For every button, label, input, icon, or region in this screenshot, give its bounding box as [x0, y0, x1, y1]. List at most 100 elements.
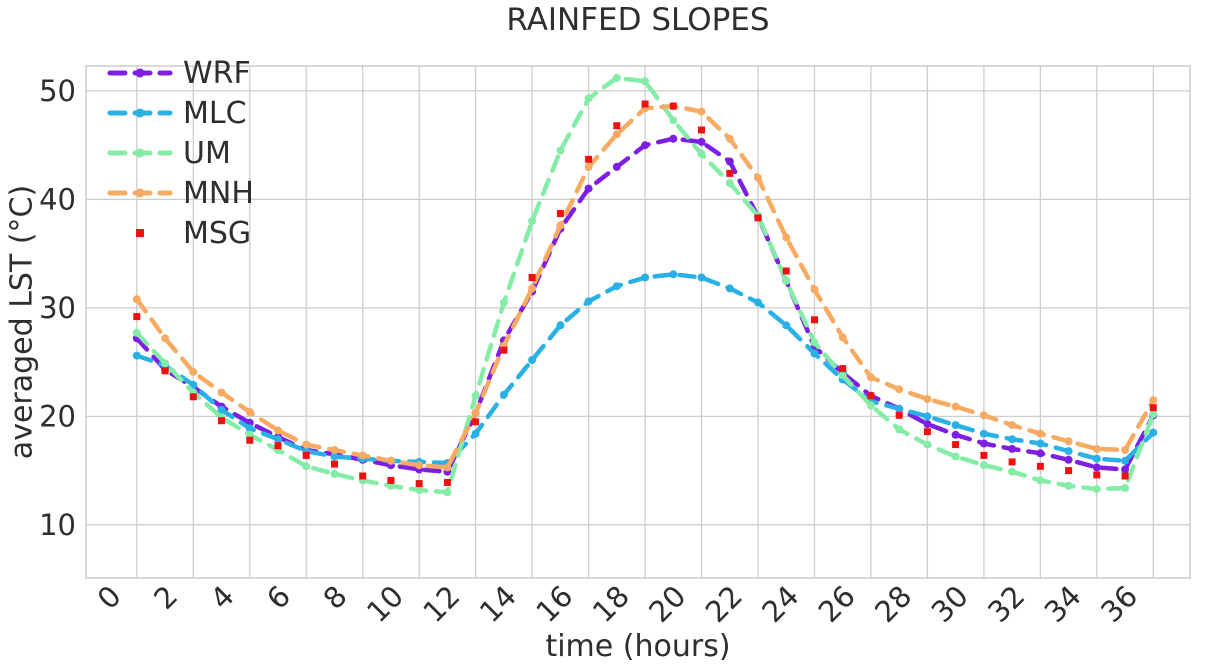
series-marker-MNH — [189, 367, 198, 376]
series-marker-UM — [725, 179, 734, 188]
series-marker-MSG — [331, 460, 338, 468]
series-marker-MNH — [443, 463, 452, 472]
series-marker-MNH — [386, 456, 395, 465]
series-marker-MNH — [1008, 421, 1017, 430]
series-marker-WRF — [641, 141, 650, 150]
y-tick-label-40: 40 — [39, 182, 76, 216]
x-tick-label-10: 10 — [360, 579, 410, 629]
series-marker-MSG — [246, 436, 254, 444]
series-marker-MNH — [697, 107, 706, 116]
series-marker-MLC — [979, 429, 988, 438]
series-marker-UM — [669, 116, 678, 125]
series-marker-UM — [443, 488, 452, 497]
series-marker-UM — [330, 469, 339, 478]
series-marker-MLC — [556, 321, 565, 330]
series-marker-MNH — [951, 402, 960, 411]
series-marker-MSG — [923, 428, 931, 436]
series-marker-MSG — [1008, 458, 1016, 466]
legend-item-MNH: MNH — [107, 176, 254, 211]
x-tick-label-14: 14 — [473, 579, 523, 629]
series-marker-UM — [810, 338, 819, 347]
series-marker-UM — [1092, 485, 1101, 494]
series-marker-MLC — [669, 270, 678, 279]
series-marker-UM — [782, 276, 791, 285]
x-tick-label-8: 8 — [317, 579, 354, 616]
series-marker-MSG — [867, 392, 875, 400]
series-marker-WRF — [612, 162, 621, 171]
series-marker-WRF — [725, 157, 734, 166]
x-tick-label-20: 20 — [642, 579, 692, 629]
series-marker-MLC — [274, 435, 282, 444]
series-marker-MLC — [132, 351, 141, 360]
series-marker-MSG — [1093, 471, 1101, 479]
series-marker-WRF — [1008, 444, 1017, 453]
x-tick-label-24: 24 — [755, 579, 805, 629]
series-marker-UM — [161, 359, 170, 368]
series-marker-MLC — [1064, 447, 1073, 456]
series-marker-MSG — [952, 441, 960, 449]
series-marker-MSG — [726, 169, 734, 177]
series-marker-MLC — [782, 321, 791, 330]
series-marker-MSG — [1149, 404, 1157, 412]
series-marker-UM — [895, 425, 904, 434]
series-marker-MLC — [245, 424, 254, 433]
series-marker-MNH — [923, 395, 932, 403]
legend: WRF MLC UM MNH MSG — [107, 56, 254, 251]
series-marker-WRF — [584, 184, 593, 193]
legend-item-MSG: MSG — [136, 216, 251, 251]
series-marker-MSG — [1121, 472, 1129, 480]
series-marker-MLC — [189, 380, 198, 389]
series-marker-UM — [951, 452, 960, 461]
series-marker-MSG — [641, 100, 649, 108]
series-marker-UM — [499, 298, 508, 307]
series-marker-UM — [612, 73, 621, 82]
series-marker-UM — [1149, 410, 1158, 419]
series-marker-MLC — [584, 297, 593, 306]
series-marker-MLC — [697, 273, 706, 282]
series-marker-MLC — [217, 405, 226, 414]
series-marker-MNH — [754, 173, 762, 182]
legend-label-MLC: MLC — [183, 96, 247, 131]
series-marker-UM — [584, 94, 593, 103]
series-marker-MLC — [1149, 428, 1158, 437]
x-tick-label-32: 32 — [981, 579, 1031, 629]
series-marker-MLC — [471, 429, 480, 438]
series-marker-UM — [923, 440, 932, 449]
series-marker-MLC — [528, 356, 537, 364]
series-marker-WRF — [923, 420, 932, 428]
series-marker-UM — [1036, 476, 1045, 485]
x-tick-label-2: 2 — [147, 579, 184, 616]
x-tick-label-34: 34 — [1038, 579, 1088, 629]
y-tick-label-50: 50 — [39, 74, 76, 108]
series-marker-MNH — [584, 162, 593, 171]
series-marker-MSG — [443, 479, 451, 486]
series-marker-MLC — [725, 284, 734, 293]
y-tick-label-10: 10 — [39, 508, 76, 542]
x-axis-label: time (hours) — [545, 629, 731, 664]
series-marker-MSG — [895, 411, 903, 419]
series-marker-MNH — [1092, 444, 1101, 453]
series-marker-MNH — [838, 333, 847, 342]
x-tick-label-12: 12 — [416, 579, 466, 629]
legend-marker-MLC — [135, 108, 145, 118]
series-marker-UM — [302, 462, 311, 471]
series-marker-UM — [132, 328, 141, 337]
x-tick-label-18: 18 — [586, 579, 636, 629]
series-marker-MNH — [132, 295, 141, 304]
series-marker-MNH — [1121, 446, 1130, 454]
series-marker-MLC — [1008, 435, 1017, 444]
series-MSG — [133, 100, 1157, 488]
x-tick-labels: 0 2 4 6 8 10 12 14 16 18 20 22 24 26 28 30 32 34 36 — [91, 579, 1145, 629]
x-tick-label-26: 26 — [812, 579, 862, 629]
series-marker-MSG — [500, 346, 508, 354]
legend-label-UM: UM — [183, 136, 231, 171]
series-marker-MLC — [951, 421, 960, 430]
series-marker-MLC — [641, 273, 650, 282]
series-marker-MNH — [471, 409, 480, 418]
series-marker-UM — [1064, 481, 1073, 490]
series-marker-WRF — [979, 439, 988, 448]
series-marker-MSG — [387, 476, 395, 484]
series-marker-UM — [415, 486, 424, 495]
series-marker-MSG — [698, 126, 705, 134]
